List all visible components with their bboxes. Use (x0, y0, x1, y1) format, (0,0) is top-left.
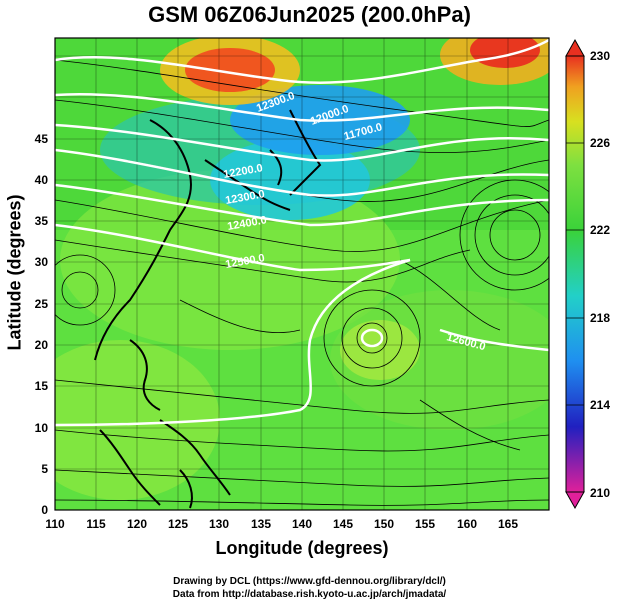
y-tick-label: 40 (35, 173, 49, 187)
x-axis: 110 115 120 125 130 135 140 145 150 155 … (45, 517, 518, 531)
colorbar-label: 214 (590, 398, 611, 412)
colorbar-label: 226 (590, 136, 611, 150)
y-tick-label: 30 (35, 255, 49, 269)
colorbar-label: 218 (590, 311, 611, 325)
x-axis-label: Longitude (degrees) (215, 538, 389, 558)
y-tick-label: 25 (35, 297, 49, 311)
drawing-credit: Drawing by DCL (https://www.gfd-dennou.o… (173, 576, 446, 587)
y-tick-label: 15 (35, 379, 49, 393)
height-contours (55, 38, 549, 427)
x-tick-label: 135 (251, 517, 271, 531)
x-tick-label: 125 (168, 517, 188, 531)
y-axis: 0 5 10 15 20 25 30 35 40 45 (35, 132, 49, 517)
grid-lines (55, 38, 549, 510)
x-tick-label: 115 (86, 517, 106, 531)
x-tick-label: 150 (374, 517, 394, 531)
colorbar (565, 38, 585, 510)
x-tick-label: 145 (333, 517, 353, 531)
data-credit: Data from http://database.rish.kyoto-u.a… (172, 589, 447, 600)
x-tick-label: 160 (457, 517, 477, 531)
map-title: GSM 06Z06Jun2025 (200.0hPa) (148, 2, 471, 27)
y-tick-label: 0 (41, 503, 48, 517)
y-axis-label: Latitude (degrees) (4, 194, 25, 351)
plot-border (54, 37, 550, 511)
wind-streamlines (55, 59, 549, 506)
x-tick-label: 130 (209, 517, 229, 531)
x-tick-label: 120 (127, 517, 147, 531)
y-tick-label: 20 (35, 338, 49, 352)
y-tick-label: 5 (41, 462, 48, 476)
colorbar-label: 222 (590, 223, 611, 237)
x-tick-label: 110 (45, 517, 65, 531)
x-tick-label: 165 (498, 517, 518, 531)
y-tick-label: 45 (35, 132, 49, 146)
x-tick-label: 155 (415, 517, 435, 531)
colorbar-label: 210 (590, 486, 611, 500)
coastlines (94, 109, 322, 509)
colorbar-label: 230 (590, 49, 611, 63)
x-tick-label: 140 (292, 517, 312, 531)
y-tick-label: 35 (35, 214, 49, 228)
y-tick-label: 10 (35, 421, 49, 435)
